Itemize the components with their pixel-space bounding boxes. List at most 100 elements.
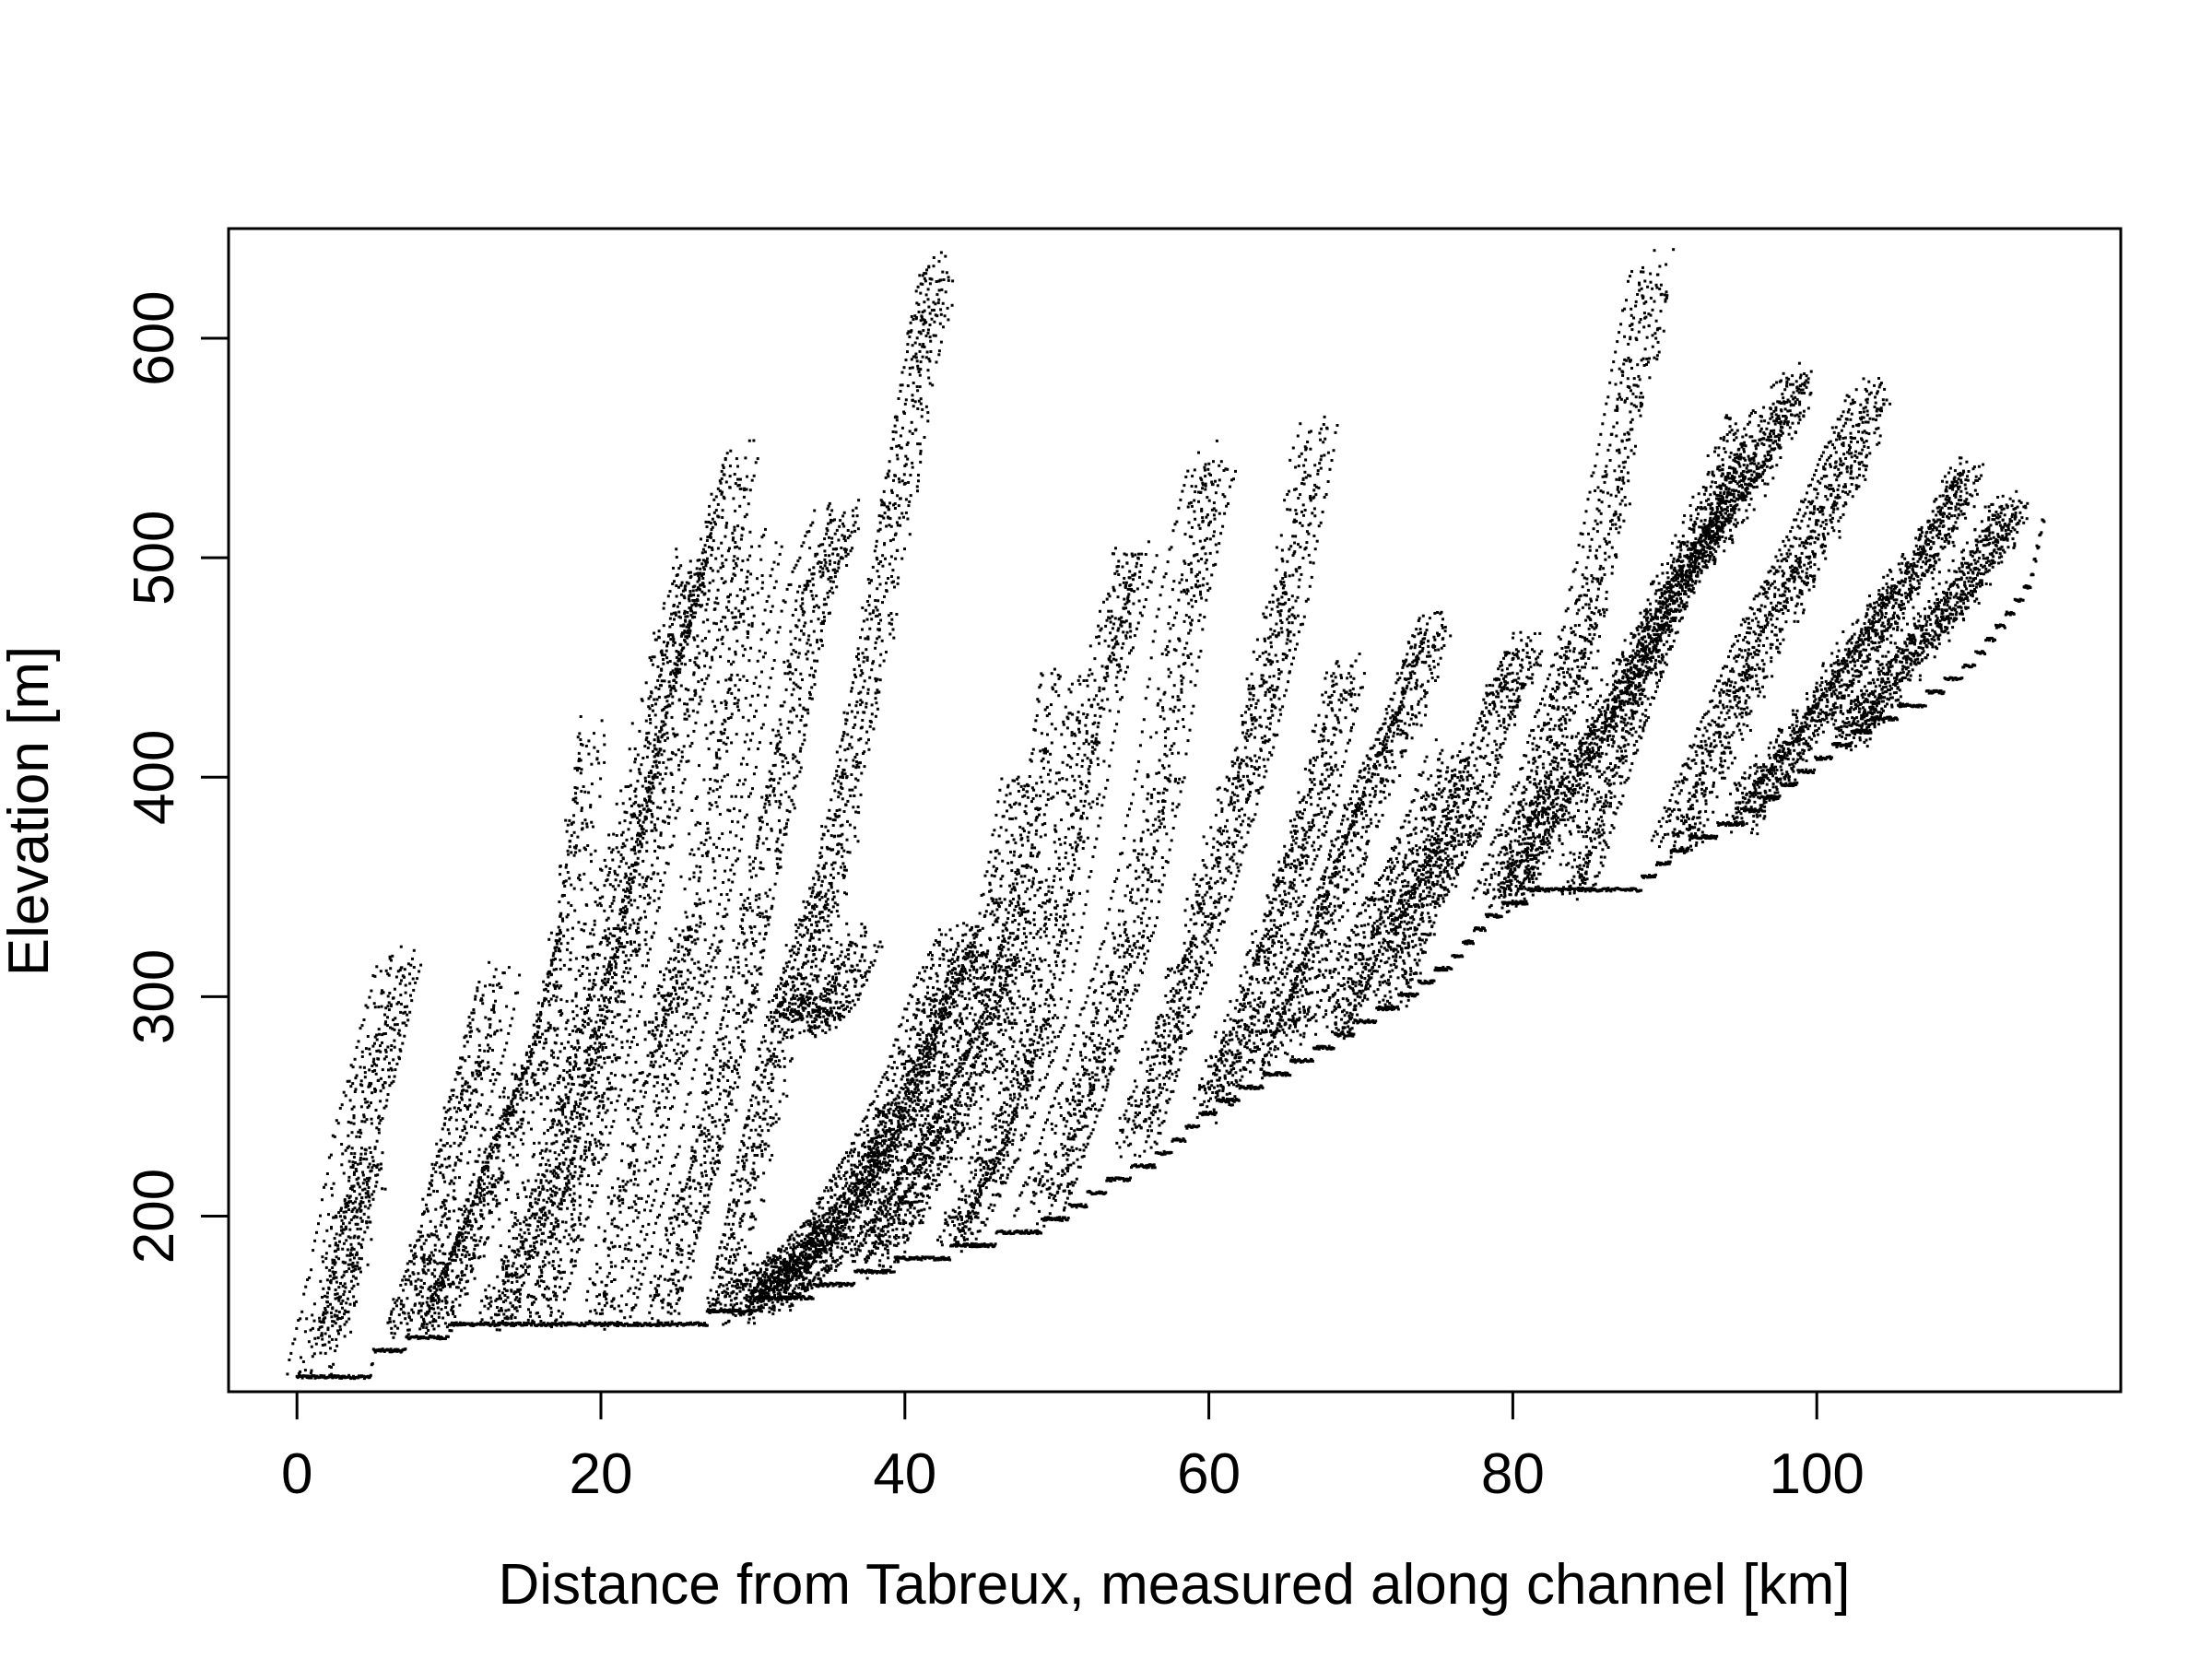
data-point	[370, 1082, 373, 1086]
data-point	[343, 1198, 347, 1202]
data-point	[381, 1347, 384, 1351]
data-point	[350, 1107, 354, 1111]
data-point	[325, 1229, 329, 1232]
data-point	[1250, 1084, 1253, 1088]
data-point	[370, 1101, 372, 1105]
data-point	[334, 1314, 337, 1318]
data-point	[671, 582, 675, 585]
data-point	[492, 1082, 496, 1086]
data-point	[457, 1066, 461, 1070]
data-point	[568, 1069, 571, 1073]
data-point	[456, 1275, 459, 1278]
data-point	[1901, 702, 1904, 706]
data-point	[351, 1275, 355, 1278]
data-point	[392, 1320, 395, 1324]
data-point	[1550, 887, 1554, 890]
data-point	[501, 1279, 505, 1282]
data-point	[577, 1105, 581, 1109]
data-point	[486, 1155, 489, 1159]
data-point	[318, 1325, 322, 1329]
data-point	[358, 1202, 361, 1206]
data-point	[568, 1033, 571, 1036]
data-point	[402, 1288, 406, 1292]
data-point	[368, 1199, 371, 1203]
data-point	[1795, 781, 1799, 784]
data-point	[583, 790, 587, 794]
data-point	[686, 642, 689, 646]
data-point	[2040, 531, 2043, 535]
data-point	[1469, 939, 1473, 943]
data-point	[544, 1211, 547, 1215]
data-point	[456, 1286, 460, 1289]
data-point	[414, 1279, 418, 1283]
data-point	[403, 1034, 406, 1038]
data-point	[399, 945, 403, 948]
data-point	[460, 1261, 464, 1265]
data-point	[488, 1155, 491, 1158]
data-point	[565, 1096, 569, 1100]
data-point	[615, 927, 618, 930]
data-point	[541, 1032, 545, 1036]
data-point	[339, 1302, 343, 1305]
data-point	[519, 1082, 523, 1086]
data-point	[453, 1323, 457, 1326]
data-point	[655, 766, 659, 769]
data-point	[648, 1322, 652, 1325]
data-point	[1367, 1018, 1371, 1022]
data-point	[828, 1283, 831, 1287]
data-point	[362, 1212, 366, 1216]
data-point	[351, 1166, 355, 1169]
data-point	[513, 1135, 517, 1138]
data-point	[660, 1322, 664, 1325]
data-point	[352, 1269, 356, 1273]
data-point	[496, 1324, 500, 1327]
data-point	[627, 828, 630, 831]
data-point	[490, 1323, 494, 1326]
data-point	[465, 1292, 469, 1296]
data-point	[379, 1044, 382, 1048]
data-point	[1640, 888, 1643, 892]
data-point	[495, 1126, 499, 1130]
data-point	[448, 1252, 452, 1255]
data-point	[445, 1311, 449, 1314]
data-point	[563, 1105, 567, 1109]
data-point	[465, 1089, 468, 1093]
data-point	[603, 1004, 606, 1007]
data-point	[404, 1278, 407, 1282]
data-point	[629, 903, 633, 907]
data-point	[611, 885, 615, 888]
data-point	[547, 937, 551, 941]
data-point	[347, 1317, 351, 1321]
data-point	[1422, 982, 1426, 985]
data-point	[461, 1057, 465, 1061]
data-point	[375, 1038, 379, 1041]
data-point	[379, 1100, 382, 1103]
data-point	[481, 1126, 485, 1130]
data-point	[665, 716, 668, 720]
data-point	[434, 1299, 437, 1302]
data-point	[570, 1135, 573, 1138]
data-point	[386, 1321, 390, 1324]
data-point	[524, 1322, 527, 1325]
data-point	[359, 1156, 362, 1159]
data-point	[1202, 1111, 1206, 1114]
data-point	[679, 583, 683, 587]
data-point	[383, 1048, 387, 1052]
data-point	[337, 1286, 341, 1289]
data-point	[419, 1245, 423, 1249]
data-point	[2025, 584, 2029, 588]
data-point	[677, 567, 681, 571]
data-point	[507, 1135, 511, 1138]
data-point	[495, 1205, 499, 1208]
data-point	[515, 1237, 519, 1241]
data-point	[388, 992, 392, 994]
data-point	[500, 1029, 503, 1032]
data-point	[550, 1119, 554, 1123]
data-point	[336, 1122, 340, 1125]
data-point	[398, 982, 402, 985]
data-point	[466, 1161, 470, 1165]
data-point	[494, 999, 497, 1003]
data-point	[1332, 1046, 1335, 1050]
data-point	[423, 1265, 427, 1268]
data-point	[1063, 1216, 1066, 1219]
